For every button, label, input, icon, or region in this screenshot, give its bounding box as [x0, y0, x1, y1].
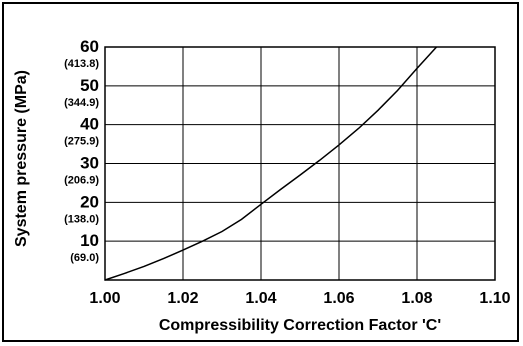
- x-tick-label: 1.02: [167, 290, 198, 307]
- x-tick-label: 1.04: [245, 290, 276, 307]
- y-axis-title: System pressure (MPa): [13, 70, 30, 247]
- x-tick-labels: 1.00 1.02 1.04 1.06 1.08 1.10: [89, 290, 510, 307]
- y-tick-label: 10: [80, 231, 99, 250]
- x-tick-label: 1.06: [323, 290, 354, 307]
- grid: [104, 46, 496, 280]
- y-tick-sublabel: (206.9): [64, 175, 99, 187]
- x-axis-title: Compressibility Correction Factor 'C': [159, 317, 441, 334]
- series-line-1: [104, 46, 438, 281]
- y-tick-sublabel: (138.0): [64, 213, 99, 225]
- y-tick-label: 40: [80, 115, 99, 134]
- y-tick-sublabel: (275.9): [64, 136, 99, 148]
- x-tick-label: 1.00: [89, 290, 120, 307]
- series-group: [104, 46, 438, 281]
- y-tick-label: 30: [80, 154, 99, 173]
- y-tick-label: 50: [80, 76, 99, 95]
- y-tick-sublabel: (413.8): [64, 58, 99, 70]
- y-tick-label: 60: [80, 37, 99, 56]
- plot-border: [104, 46, 496, 281]
- x-tick-label: 1.10: [479, 290, 510, 307]
- y-tick-sublabel: (69.0): [70, 252, 99, 264]
- y-tick-sublabel: (344.9): [64, 97, 99, 109]
- y-tick-labels: 10 (69.0) 20 (138.0) 30 (206.9) 40 (275.9) 50 (34…: [64, 37, 99, 264]
- y-tick-label: 20: [80, 192, 99, 211]
- x-tick-label: 1.08: [401, 290, 432, 307]
